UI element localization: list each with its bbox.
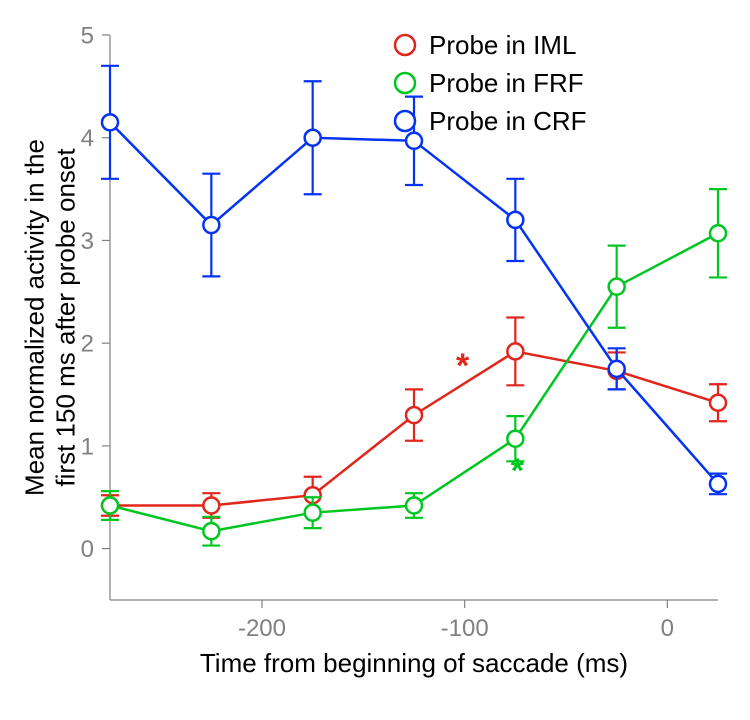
marker xyxy=(102,497,118,513)
y-ticklabel: 1 xyxy=(81,433,94,460)
y-axis-label: Mean normalized activity in thefirst 150… xyxy=(20,139,81,496)
activity-chart: -200 -100 0 0 1 2 3 4 5 Time from beginning of sa… xyxy=(0,0,750,720)
y-ticklabel: 0 xyxy=(81,536,94,563)
y-ticklabel: 3 xyxy=(81,228,94,255)
legend-marker xyxy=(395,35,415,55)
svg-text:first 150 ms after probe onset: first 150 ms after probe onset xyxy=(51,148,81,487)
y-ticklabel: 5 xyxy=(81,22,94,49)
marker xyxy=(507,212,523,228)
significance-star: * xyxy=(456,347,470,385)
marker xyxy=(102,114,118,130)
marker xyxy=(507,431,523,447)
marker xyxy=(507,343,523,359)
legend-label: Probe in IML xyxy=(429,30,576,60)
legend-label: Probe in CRF xyxy=(429,106,587,136)
marker xyxy=(406,133,422,149)
marker xyxy=(609,279,625,295)
y-ticklabel: 2 xyxy=(81,331,94,358)
marker xyxy=(305,130,321,146)
x-ticklabel: -200 xyxy=(238,615,286,642)
svg-text:Mean normalized activity in th: Mean normalized activity in the xyxy=(20,139,50,496)
legend-marker xyxy=(395,73,415,93)
x-axis-label: Time from beginning of saccade (ms) xyxy=(200,648,628,678)
significance-star: * xyxy=(511,452,525,490)
chart-bg xyxy=(0,0,750,720)
marker xyxy=(406,407,422,423)
marker xyxy=(203,217,219,233)
marker xyxy=(305,505,321,521)
marker xyxy=(406,497,422,513)
x-ticklabel: -100 xyxy=(441,615,489,642)
x-ticklabel: 0 xyxy=(661,615,674,642)
marker xyxy=(710,225,726,241)
marker xyxy=(609,361,625,377)
y-ticklabel: 4 xyxy=(81,125,94,152)
legend-label: Probe in FRF xyxy=(429,68,584,98)
legend-marker xyxy=(395,111,415,131)
marker xyxy=(710,476,726,492)
marker xyxy=(203,523,219,539)
marker xyxy=(203,497,219,513)
marker xyxy=(710,395,726,411)
